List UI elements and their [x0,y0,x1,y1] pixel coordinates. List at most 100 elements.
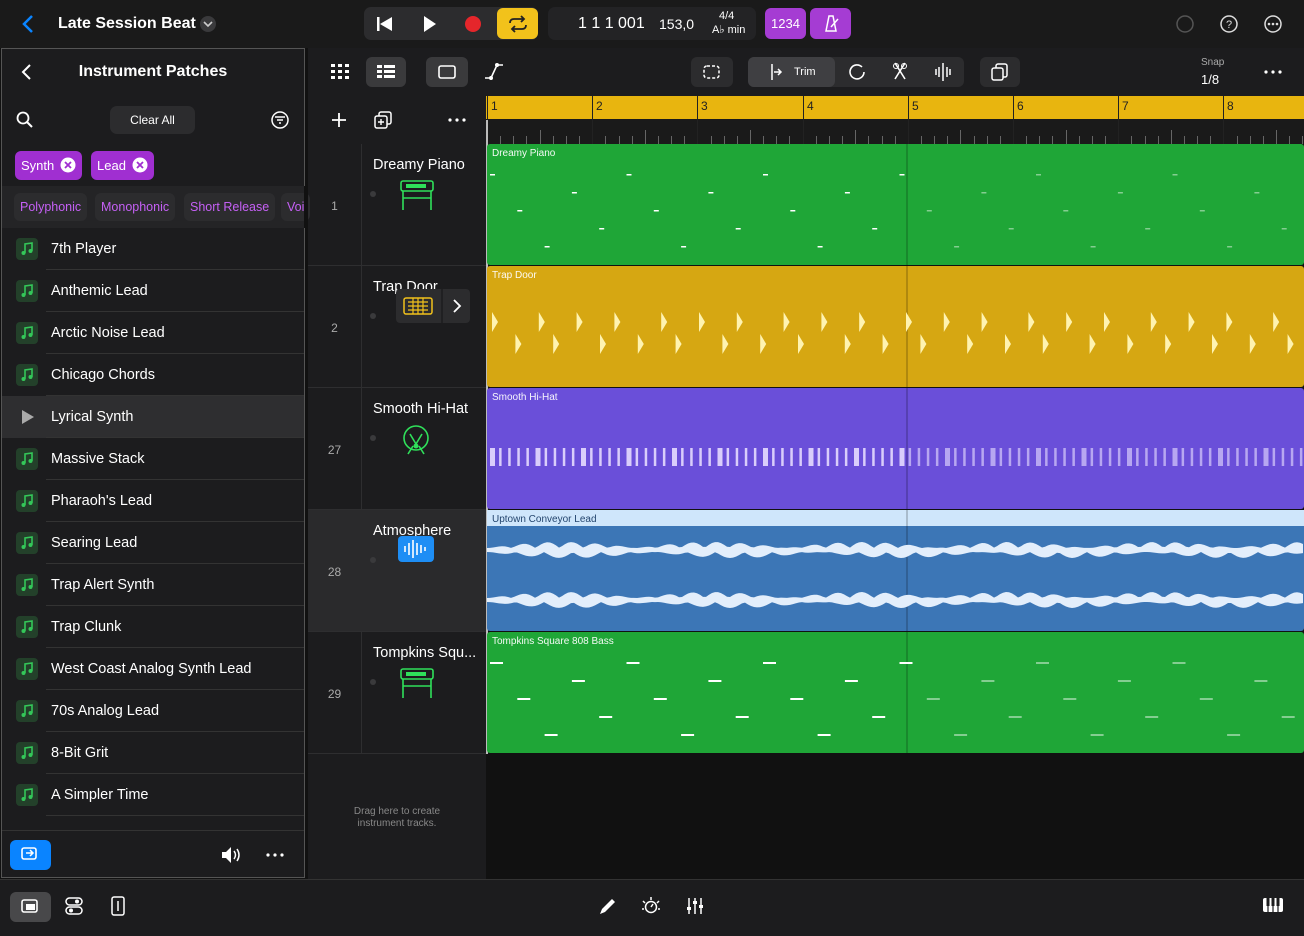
smart-controls-button[interactable] [65,897,83,915]
preview-volume[interactable] [221,846,245,864]
track-header[interactable] [308,632,486,754]
browser-view-button[interactable] [10,892,51,922]
duplicate-track-button[interactable] [374,111,392,129]
ruler-tick [513,136,514,144]
metronome-button[interactable] [810,8,851,39]
mixer-button[interactable] [686,897,704,915]
title-menu[interactable] [199,15,217,33]
cycle-button[interactable] [497,8,538,39]
ruler-tick [776,136,777,144]
ruler-tick [1197,136,1198,144]
bar-number: 4 [807,99,814,113]
rewind-button[interactable] [377,16,393,32]
filter-chip[interactable]: Monophonic [95,193,176,221]
track-header[interactable] [308,510,486,632]
copy-button[interactable] [980,57,1020,87]
filter-chip[interactable]: Short Release [184,193,276,221]
browser-toggle[interactable] [10,840,51,870]
ruler-tick [1210,136,1211,144]
patch-row[interactable] [2,522,304,564]
inspector-button[interactable] [111,896,125,916]
split-tool[interactable] [892,62,908,82]
cycle-region[interactable] [486,96,1304,119]
track-icon[interactable] [400,668,440,702]
region-split [906,388,908,509]
select-button[interactable] [691,57,733,87]
patch-row[interactable] [2,606,304,648]
patch-row[interactable] [2,396,304,438]
ruler-tick [1276,130,1277,144]
help-button[interactable]: ? [1220,15,1238,33]
count-in-button[interactable] [765,8,806,39]
clear-all-button[interactable] [110,106,195,134]
patch-name: Trap Alert Synth [51,577,155,593]
region-view-button[interactable] [426,57,468,87]
ruler-tick [671,136,672,144]
patch-name: Trap Clunk [51,619,122,635]
more-button[interactable] [1264,15,1282,33]
region[interactable] [487,510,1304,631]
track-icon[interactable] [396,289,470,328]
play-preview[interactable] [21,410,35,424]
region[interactable] [487,266,1304,387]
tag-chip[interactable]: Synth [15,151,83,180]
track-status [370,557,376,563]
track-name: Smooth Hi-Hat [373,401,469,417]
plugins-button[interactable] [641,896,661,916]
ruler-tick [605,136,606,144]
add-track-button[interactable] [331,112,347,128]
region[interactable] [487,144,1304,265]
filter-chip[interactable]: Voi [281,193,311,221]
tag-remove[interactable] [132,157,148,173]
region-name: Uptown Conveyor Lead [492,514,597,525]
track-header[interactable] [308,144,486,266]
track-icon[interactable] [400,424,440,458]
automation-button[interactable] [484,62,504,80]
patch-row[interactable] [2,438,304,480]
patch-row[interactable] [2,228,304,270]
track-header[interactable] [308,266,486,388]
keyboard-button[interactable] [1262,897,1284,913]
filter-chip[interactable]: Polyphonic [14,193,88,221]
row-separator [46,773,304,774]
region[interactable] [487,388,1304,509]
region-split [906,510,908,631]
snap-value[interactable]: 1/8 [1201,72,1220,87]
clear-all-label: Clear All [130,113,175,127]
tracks-view-button[interactable] [366,57,406,87]
track-header[interactable] [308,388,486,510]
tag-chip[interactable]: Lead [91,151,154,180]
filter-button[interactable] [271,111,289,129]
ruler-line [1223,96,1224,144]
browser-back[interactable] [20,64,34,80]
trim-button[interactable] [748,57,835,87]
browser-more[interactable] [266,852,284,858]
grid-view-button[interactable] [331,64,349,80]
ruler-line [908,96,909,144]
patch-row[interactable] [2,480,304,522]
track-more[interactable] [448,117,466,123]
ruler-tick [763,136,764,144]
region[interactable] [487,632,1304,753]
record-button[interactable] [464,15,482,33]
ruler-tick [1000,136,1001,144]
play-button[interactable] [422,15,438,33]
track-number: 1 [331,199,338,213]
bar-number: 3 [701,99,708,113]
lcd[interactable] [548,7,756,40]
patch-row[interactable] [2,774,304,816]
pencil-button[interactable] [598,898,616,916]
loop-tool[interactable] [848,63,866,81]
toolbar-more[interactable] [1264,69,1282,75]
patch-icon [16,364,38,386]
back-button[interactable] [20,14,36,34]
search-button[interactable] [16,111,34,129]
patch-row[interactable] [2,270,304,312]
track-icon[interactable] [400,180,440,214]
tag-remove[interactable] [60,157,76,173]
patch-row[interactable] [2,732,304,774]
track-icon[interactable] [397,536,437,570]
undo-button[interactable] [1176,15,1194,33]
join-tool[interactable] [934,62,952,82]
region-split [906,144,908,265]
